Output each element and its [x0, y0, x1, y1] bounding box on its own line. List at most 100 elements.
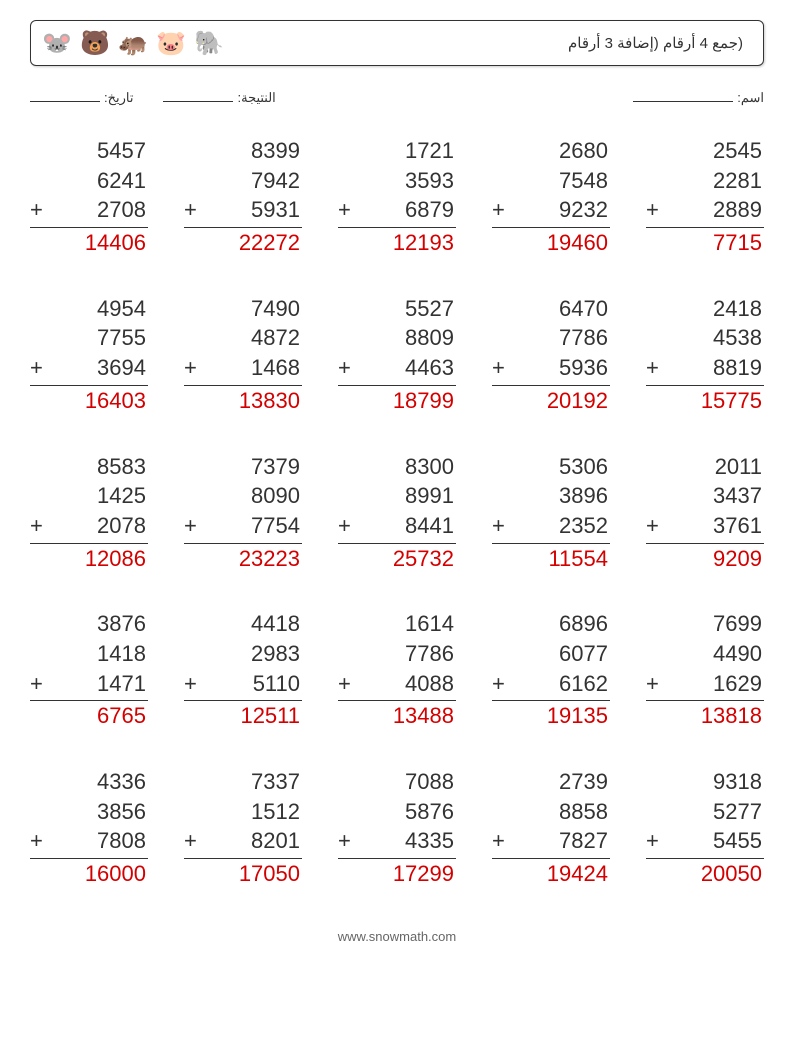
score-field: النتيجة: [163, 88, 275, 106]
addition-problem: 26807548+923219460 [492, 136, 610, 258]
addend-3-row: +2708 [30, 195, 148, 228]
addend-3-row: +4463 [338, 353, 456, 386]
addend-2: 2281 [646, 166, 764, 196]
addend-2: 3856 [30, 797, 148, 827]
addend-2: 2983 [184, 639, 302, 669]
plus-icon: + [184, 353, 197, 383]
addend-1: 6470 [492, 294, 610, 324]
plus-icon: + [30, 353, 43, 383]
addend-2: 7942 [184, 166, 302, 196]
addend-2: 7755 [30, 323, 148, 353]
addend-3-row: +5455 [646, 826, 764, 859]
addend-1: 5306 [492, 452, 610, 482]
plus-icon: + [184, 669, 197, 699]
addition-problem: 38761418+14716765 [30, 609, 148, 731]
name-blank [633, 88, 733, 102]
addend-2: 7786 [492, 323, 610, 353]
plus-icon: + [338, 353, 351, 383]
elephant-icon: 🐘 [193, 27, 225, 59]
addend-2: 7548 [492, 166, 610, 196]
addend-1: 7337 [184, 767, 302, 797]
addend-1: 5457 [30, 136, 148, 166]
addend-3-row: +4335 [338, 826, 456, 859]
addition-problem: 73798090+775423223 [184, 452, 302, 574]
addend-1: 8300 [338, 452, 456, 482]
addition-problem: 24184538+881915775 [646, 294, 764, 416]
addend-3-row: +7827 [492, 826, 610, 859]
sum-answer: 19135 [492, 701, 610, 731]
plus-icon: + [646, 511, 659, 541]
addition-problem: 85831425+207812086 [30, 452, 148, 574]
addition-problem: 16147786+408813488 [338, 609, 456, 731]
addend-1: 2680 [492, 136, 610, 166]
addition-problem: 25452281+28897715 [646, 136, 764, 258]
addend-1: 9318 [646, 767, 764, 797]
addend-2: 8858 [492, 797, 610, 827]
sum-answer: 19460 [492, 228, 610, 258]
sum-answer: 16403 [30, 386, 148, 416]
addend-1: 7088 [338, 767, 456, 797]
sum-answer: 13488 [338, 701, 456, 731]
addition-problem: 74904872+146813830 [184, 294, 302, 416]
addition-problem: 55278809+446318799 [338, 294, 456, 416]
addend-2: 7786 [338, 639, 456, 669]
addend-2: 8090 [184, 481, 302, 511]
addend-3-row: +8441 [338, 511, 456, 544]
addend-1: 2011 [646, 452, 764, 482]
worksheet-title: (جمع 4 أرقام (إضافة 3 أرقام [568, 34, 753, 52]
plus-icon: + [492, 826, 505, 856]
sum-answer: 11554 [492, 544, 610, 574]
addend-1: 4418 [184, 609, 302, 639]
plus-icon: + [492, 511, 505, 541]
addition-problem: 73371512+820117050 [184, 767, 302, 889]
addend-1: 3876 [30, 609, 148, 639]
addend-1: 4336 [30, 767, 148, 797]
animal-row: 🐭 🐻 🦛 🐷 🐘 [41, 27, 225, 59]
addend-2: 1418 [30, 639, 148, 669]
score-blank [163, 88, 233, 102]
addition-problem: 20113437+37619209 [646, 452, 764, 574]
addend-2: 6077 [492, 639, 610, 669]
addition-problem: 49547755+369416403 [30, 294, 148, 416]
plus-icon: + [30, 511, 43, 541]
addend-3-row: +1629 [646, 669, 764, 702]
addition-problem: 64707786+593620192 [492, 294, 610, 416]
sum-answer: 25732 [338, 544, 456, 574]
addend-2: 4538 [646, 323, 764, 353]
sum-answer: 20192 [492, 386, 610, 416]
addition-problem: 68966077+616219135 [492, 609, 610, 731]
addend-2: 3437 [646, 481, 764, 511]
addend-1: 7379 [184, 452, 302, 482]
sum-answer: 12086 [30, 544, 148, 574]
sum-answer: 18799 [338, 386, 456, 416]
sum-answer: 16000 [30, 859, 148, 889]
addend-2: 3896 [492, 481, 610, 511]
addition-problem: 93185277+545520050 [646, 767, 764, 889]
addend-1: 5527 [338, 294, 456, 324]
addend-1: 8399 [184, 136, 302, 166]
addend-3-row: +7754 [184, 511, 302, 544]
plus-icon: + [338, 511, 351, 541]
addition-problem: 43363856+780816000 [30, 767, 148, 889]
addend-3-row: +6879 [338, 195, 456, 228]
plus-icon: + [184, 826, 197, 856]
mouse-icon: 🐭 [41, 27, 73, 59]
plus-icon: + [646, 195, 659, 225]
addend-2: 8991 [338, 481, 456, 511]
plus-icon: + [30, 669, 43, 699]
addend-3-row: +7808 [30, 826, 148, 859]
addend-1: 7490 [184, 294, 302, 324]
addition-problem: 54576241+270814406 [30, 136, 148, 258]
addend-1: 2418 [646, 294, 764, 324]
addend-3-row: +2352 [492, 511, 610, 544]
addend-1: 2545 [646, 136, 764, 166]
sum-answer: 15775 [646, 386, 764, 416]
problems-grid: 54576241+27081440683997942+5931222721721… [30, 136, 764, 889]
addend-2: 5876 [338, 797, 456, 827]
addend-3-row: +8201 [184, 826, 302, 859]
plus-icon: + [338, 669, 351, 699]
addend-3-row: +5931 [184, 195, 302, 228]
name-field: اسم: [633, 88, 764, 106]
sum-answer: 20050 [646, 859, 764, 889]
plus-icon: + [492, 195, 505, 225]
